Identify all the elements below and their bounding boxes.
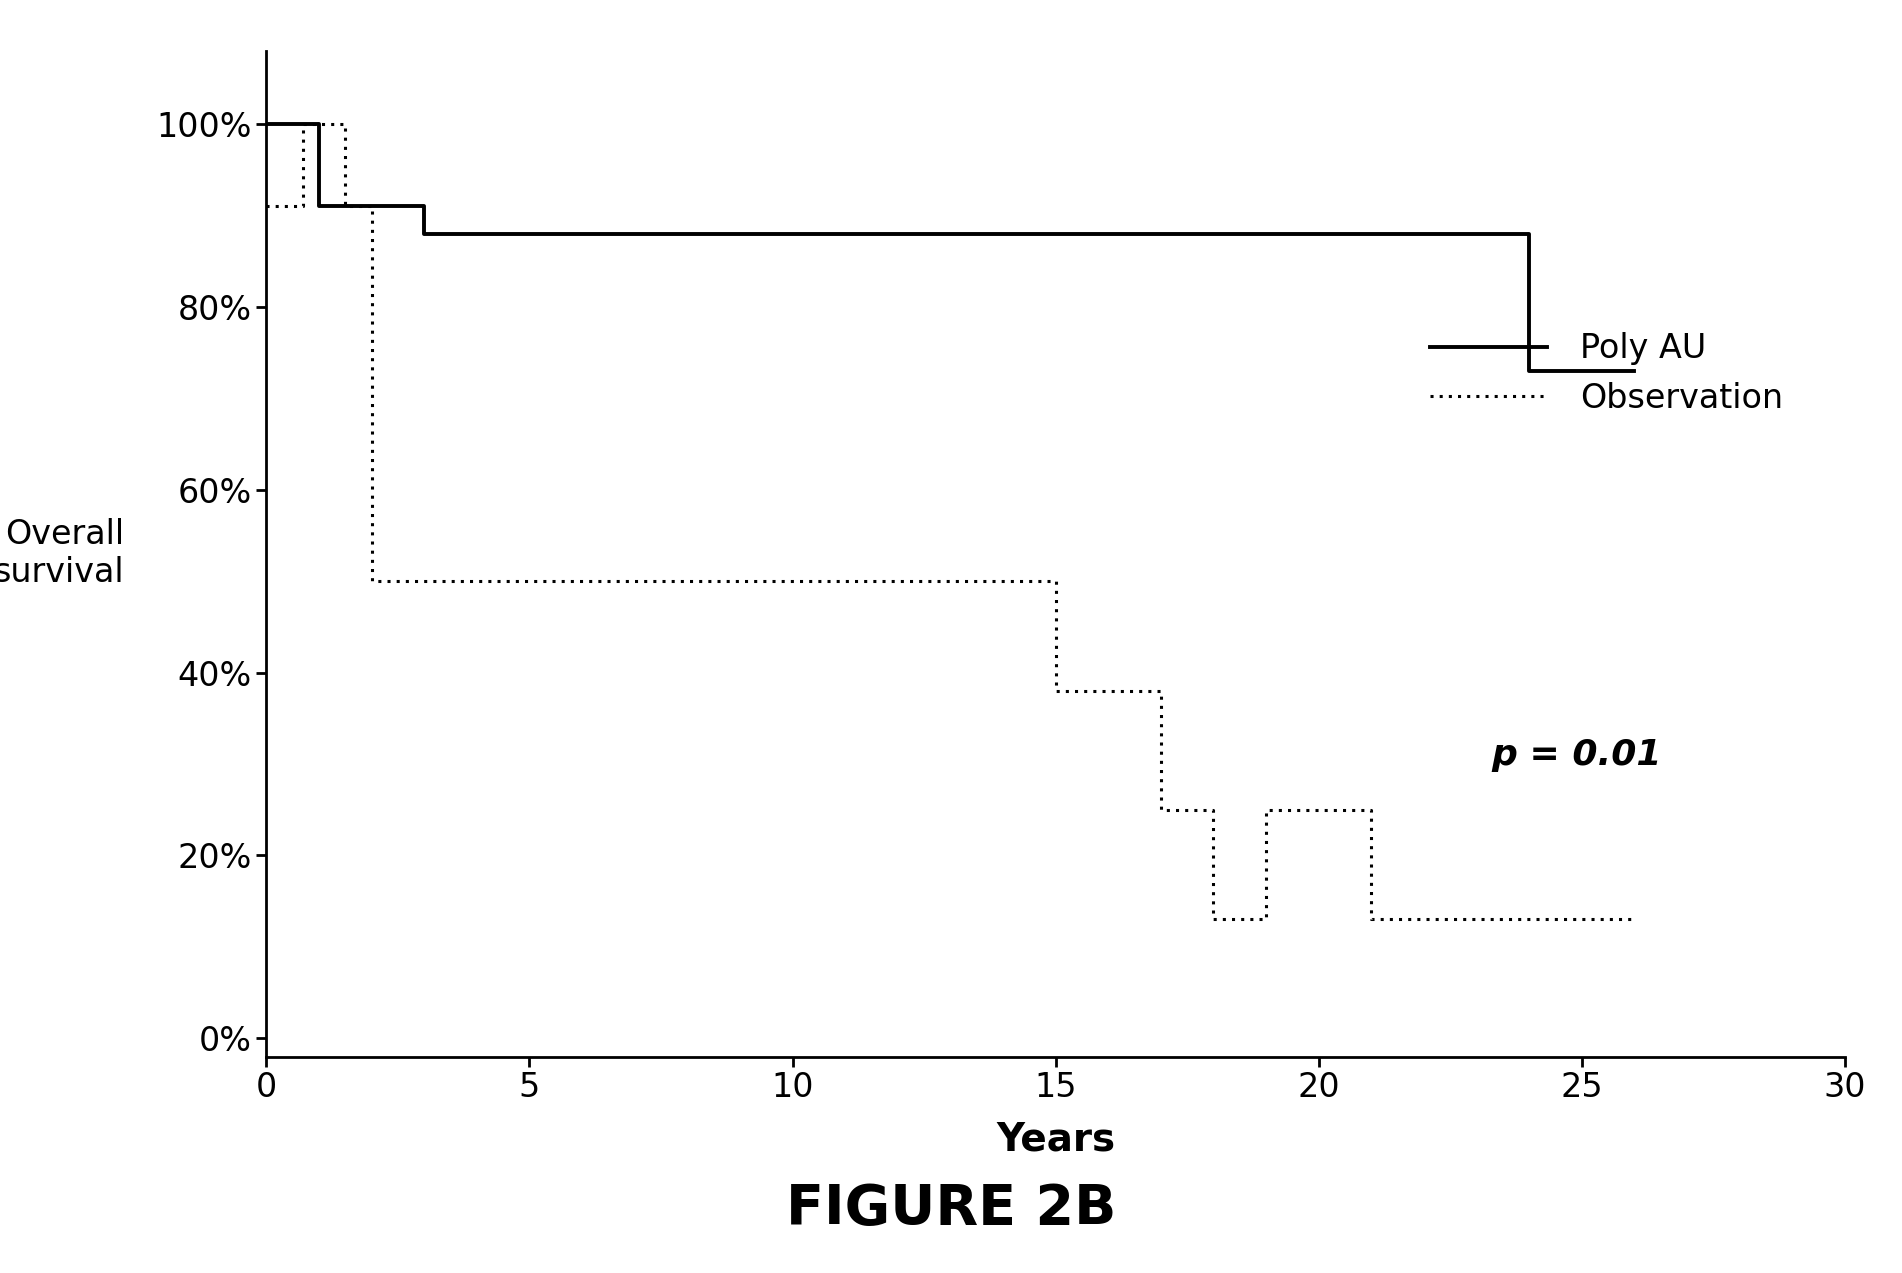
Legend: Poly AU, Observation: Poly AU, Observation: [1417, 320, 1797, 428]
Text: p = 0.01: p = 0.01: [1491, 738, 1662, 771]
Text: FIGURE 2B: FIGURE 2B: [786, 1183, 1116, 1236]
X-axis label: Years: Years: [997, 1120, 1115, 1158]
Y-axis label: Overall
survival: Overall survival: [0, 518, 124, 589]
